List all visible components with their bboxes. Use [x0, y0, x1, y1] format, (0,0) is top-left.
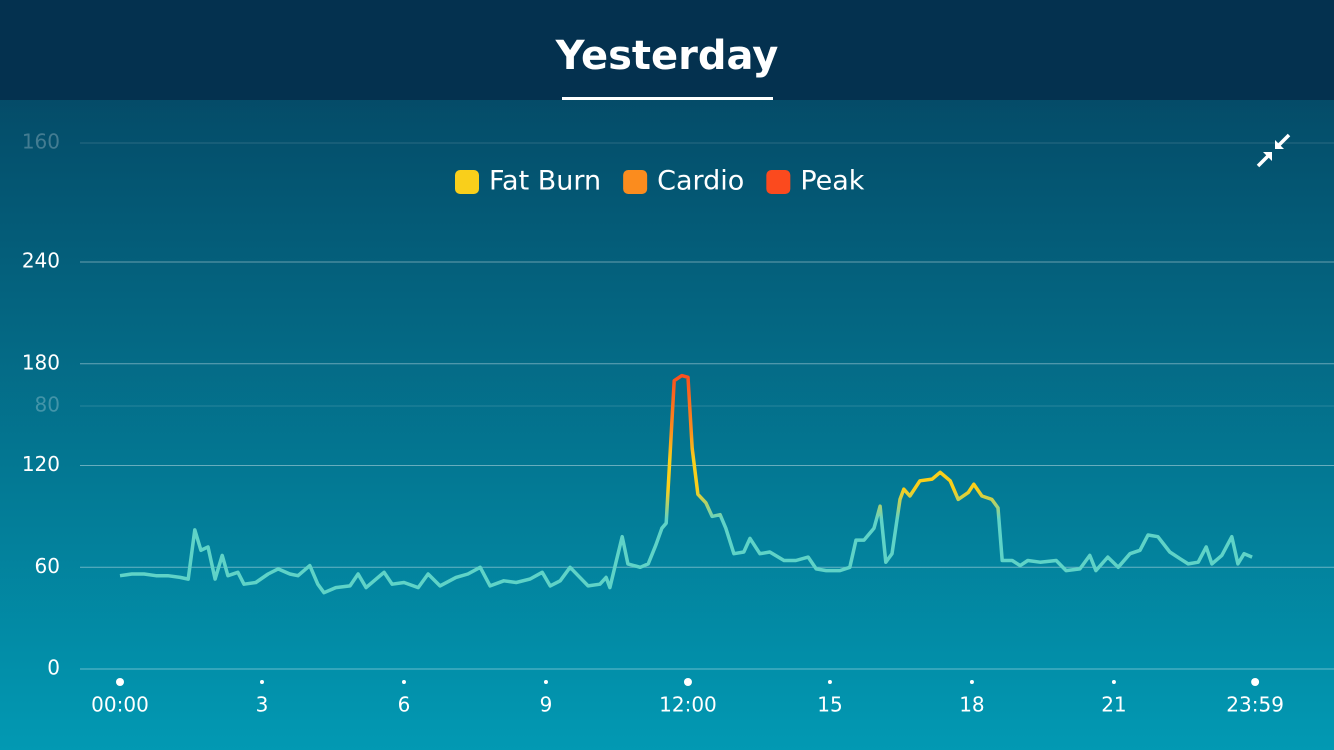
- x-tick-dot: [683, 678, 692, 686]
- faded-label: 160: [22, 130, 60, 154]
- legend-swatch: [623, 170, 648, 194]
- y-tick-label: 0: [47, 656, 60, 680]
- legend: Fat Burn Cardio Peak: [455, 166, 865, 197]
- x-tick-dot: [116, 678, 124, 686]
- x-tick-dot: [401, 680, 406, 684]
- x-tick-label: 6: [398, 693, 411, 717]
- x-tick-label: 00:00: [91, 693, 149, 717]
- collapse-icon[interactable]: [1256, 133, 1291, 168]
- header-title[interactable]: Yesterday: [555, 33, 779, 79]
- x-tick-label: 15: [817, 693, 842, 717]
- faded-label: 80: [35, 393, 60, 417]
- y-tick-label: 120: [22, 452, 60, 476]
- x-tick-label: 12:00: [659, 693, 717, 717]
- x-tick-dot: [1251, 678, 1260, 686]
- x-tick-dot: [543, 680, 548, 684]
- x-tick-dot: [827, 680, 832, 684]
- x-tick-label: 3: [256, 693, 269, 717]
- x-tick-label: 23:59: [1226, 693, 1284, 717]
- y-tick-label: 240: [22, 249, 60, 273]
- title-underline: [562, 97, 773, 100]
- legend-label: Cardio: [657, 166, 744, 197]
- x-tick-dot: [969, 680, 974, 684]
- legend-label: Peak: [800, 166, 864, 197]
- legend-swatch: [766, 170, 791, 194]
- x-tick-label: 18: [959, 693, 984, 717]
- header-bar: [0, 0, 1334, 100]
- heart-rate-line: [119, 373, 1253, 595]
- x-tick-label: 9: [540, 693, 553, 717]
- y-tick-label: 60: [35, 554, 60, 578]
- x-tick-dot: [1111, 680, 1116, 684]
- legend-swatch: [455, 170, 479, 194]
- x-tick-label: 21: [1101, 693, 1126, 717]
- x-tick-dot: [259, 680, 264, 684]
- legend-label: Fat Burn: [489, 166, 601, 197]
- y-tick-label: 180: [22, 350, 60, 374]
